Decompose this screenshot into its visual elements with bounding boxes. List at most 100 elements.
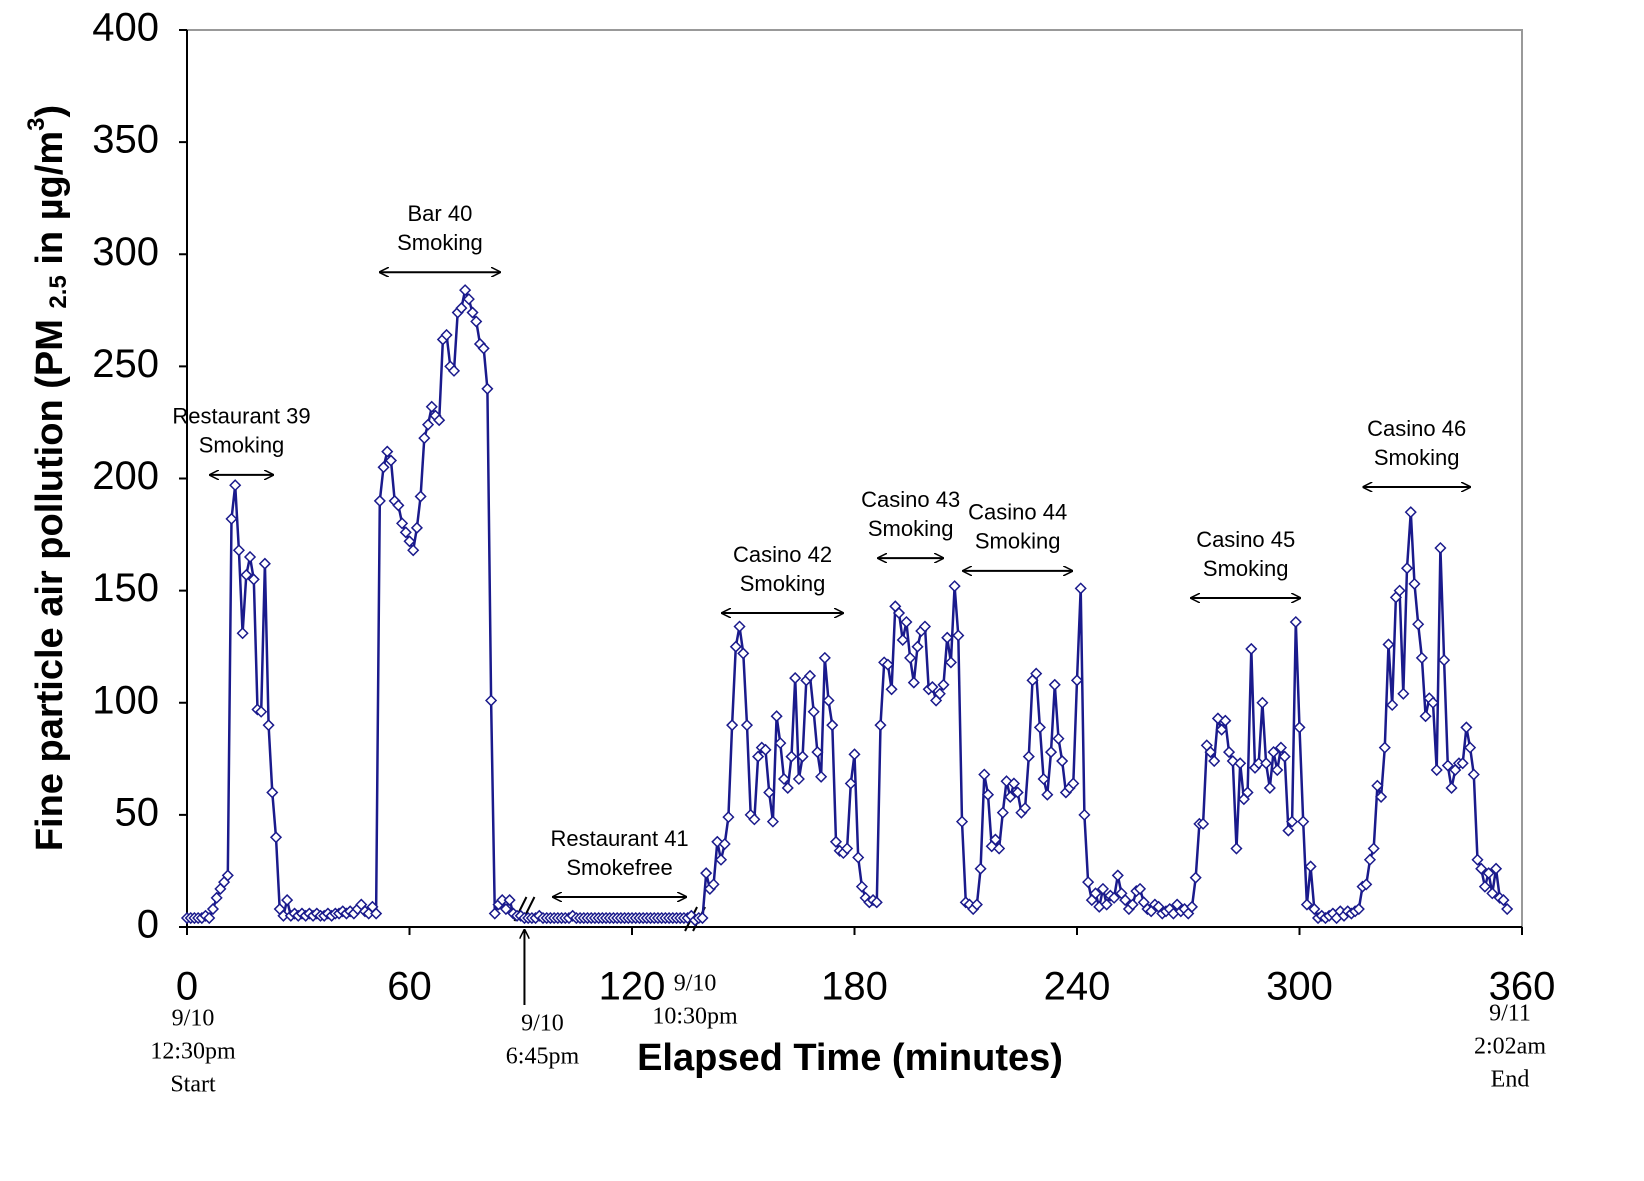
data-point xyxy=(1393,584,1406,597)
data-point xyxy=(770,710,783,723)
data-point xyxy=(1267,746,1280,759)
data-point xyxy=(1219,714,1232,727)
data-point xyxy=(1111,869,1124,882)
y-tick-label: 0 xyxy=(137,903,159,947)
data-point xyxy=(774,737,787,750)
y-tick-label: 400 xyxy=(92,6,159,50)
annotation-label: Casino 44 xyxy=(968,500,1067,525)
x-tick-label: 240 xyxy=(1044,965,1111,1009)
y-tick-label: 200 xyxy=(92,454,159,498)
annotation-label: Smoking xyxy=(868,516,954,541)
data-point xyxy=(236,627,249,640)
data-point xyxy=(737,647,750,660)
data-point xyxy=(421,418,435,431)
y-label-sub: 2.5 xyxy=(45,275,72,308)
data-point xyxy=(221,869,234,882)
data-point xyxy=(232,544,245,557)
data-point xyxy=(1019,802,1032,815)
annotation-label: Smoking xyxy=(1203,556,1289,581)
data-point xyxy=(1119,894,1132,907)
data-point xyxy=(1471,853,1484,866)
data-point xyxy=(1037,772,1050,786)
data-point xyxy=(733,620,746,633)
x-tick-label: 360 xyxy=(1489,965,1556,1009)
data-point xyxy=(926,680,939,694)
data-point xyxy=(796,750,809,763)
data-point xyxy=(1475,862,1488,875)
data-point xyxy=(941,631,954,644)
data-point xyxy=(718,837,731,851)
data-point xyxy=(948,580,961,593)
data-point xyxy=(752,750,765,763)
y-tick-label: 100 xyxy=(92,678,159,722)
data-point xyxy=(841,842,854,855)
data-point xyxy=(1004,790,1017,803)
data-point xyxy=(499,902,512,916)
data-point xyxy=(818,651,831,664)
data-point xyxy=(904,651,917,664)
data-point xyxy=(240,568,253,581)
data-point xyxy=(203,911,216,925)
data-point xyxy=(1478,880,1491,893)
data-point xyxy=(848,748,861,761)
data-point xyxy=(777,772,791,786)
data-point xyxy=(700,867,713,880)
x-tick-label: 180 xyxy=(821,965,888,1009)
data-point xyxy=(911,640,924,653)
y-tick-label: 300 xyxy=(92,230,159,274)
data-point xyxy=(696,911,709,925)
data-point xyxy=(1426,696,1440,709)
data-point xyxy=(989,833,1002,846)
data-point xyxy=(789,672,802,685)
data-point xyxy=(1445,781,1458,795)
data-point xyxy=(403,535,416,548)
annotation-label: Casino 43 xyxy=(861,487,960,512)
data-point xyxy=(1434,541,1447,555)
data-point xyxy=(870,896,883,909)
data-point xyxy=(1082,876,1095,889)
data-point xyxy=(1282,824,1295,837)
data-point xyxy=(993,842,1006,855)
data-point xyxy=(206,902,220,916)
data-point xyxy=(1352,902,1365,916)
data-point xyxy=(1185,900,1199,913)
data-point xyxy=(1030,667,1043,680)
data-point xyxy=(1230,842,1243,855)
data-point xyxy=(477,342,490,355)
data-point xyxy=(247,573,260,586)
annotation-label: Bar 40 xyxy=(407,201,472,226)
data-point xyxy=(1007,777,1021,790)
data-point xyxy=(855,880,868,893)
data-point xyxy=(470,315,483,328)
time-note: 10:30pm xyxy=(652,1004,738,1030)
data-point xyxy=(1289,615,1302,629)
annotation-label: Restaurant 39 xyxy=(172,404,310,429)
time-note: 9/10 xyxy=(172,1006,215,1032)
data-point xyxy=(1397,687,1410,700)
data-point xyxy=(811,746,824,759)
data-point xyxy=(377,461,390,474)
data-point xyxy=(433,414,446,427)
y-label-part: in µg/m xyxy=(29,131,71,275)
data-point xyxy=(447,364,461,377)
time-note: 9/10 xyxy=(521,1011,564,1037)
data-point xyxy=(1067,777,1080,790)
time-note: Start xyxy=(170,1072,216,1098)
time-note: End xyxy=(1491,1067,1530,1093)
data-point xyxy=(440,328,453,342)
data-point xyxy=(243,550,257,564)
y-tick-label: 250 xyxy=(92,342,159,386)
data-point xyxy=(384,454,398,467)
data-point xyxy=(844,777,857,790)
y-axis-label: Fine particle air pollution (PM 2.5 in µ… xyxy=(23,105,72,851)
data-point xyxy=(1070,674,1084,687)
data-point xyxy=(1133,882,1147,895)
data-point xyxy=(907,676,920,689)
data-point xyxy=(210,891,223,904)
data-point xyxy=(1278,750,1291,763)
data-point xyxy=(785,750,798,763)
data-point xyxy=(466,306,479,319)
data-point xyxy=(1304,860,1317,873)
annotation-label: Casino 46 xyxy=(1367,416,1466,441)
